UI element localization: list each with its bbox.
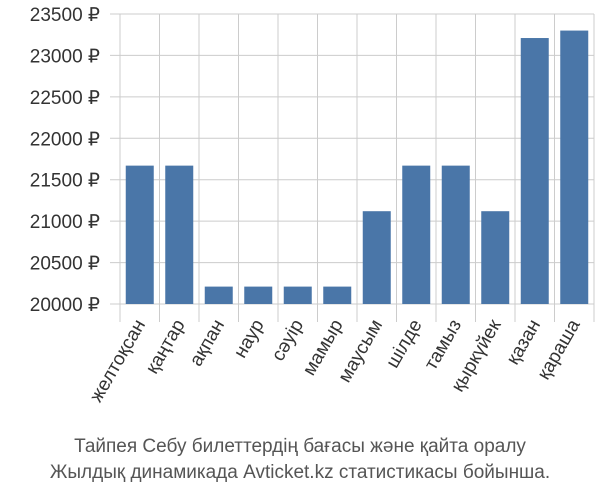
y-tick-label: 22000 ₽	[30, 129, 100, 150]
y-tick-label: 23500 ₽	[30, 5, 100, 26]
grid-lines	[110, 13, 595, 322]
bar-7	[362, 211, 391, 304]
y-tick-label: 21000 ₽	[30, 212, 100, 233]
bar-3	[204, 286, 233, 304]
bar-2	[165, 165, 194, 304]
y-tick-label: 23000 ₽	[30, 46, 100, 67]
bar-12	[560, 30, 589, 304]
chart-caption-line-2: Жылдық динамикада Avticket.kz статистика…	[49, 462, 551, 483]
y-tick-label: 22500 ₽	[30, 88, 100, 109]
bar-5	[283, 286, 312, 304]
bars	[125, 30, 589, 305]
y-tick-label: 21500 ₽	[30, 171, 100, 192]
x-tick-label: наур	[230, 316, 269, 362]
bar-9	[441, 165, 470, 304]
bar-10	[481, 211, 510, 304]
x-tick-label: қазан	[503, 316, 545, 368]
x-tick-label: желтоқсан	[86, 316, 150, 406]
x-tick-label: сәуір	[268, 316, 308, 365]
bar-4	[244, 286, 273, 304]
y-tick-label: 20500 ₽	[30, 254, 100, 275]
x-tick-label: ақпан	[186, 316, 229, 370]
bar-8	[402, 165, 431, 304]
y-axis-tick-labels: 20000 ₽ 20500 ₽ 21000 ₽ 21500 ₽ 22000 ₽ 22500…	[30, 5, 100, 316]
bar-11	[520, 38, 549, 305]
bar-6	[323, 286, 352, 304]
bar-1	[125, 165, 154, 304]
x-tick-label: қаңтар	[142, 316, 190, 378]
chart-caption-line-1: Тайпея Себу билеттердің бағасы және қайт…	[74, 436, 526, 457]
y-tick-label: 20000 ₽	[30, 295, 100, 316]
